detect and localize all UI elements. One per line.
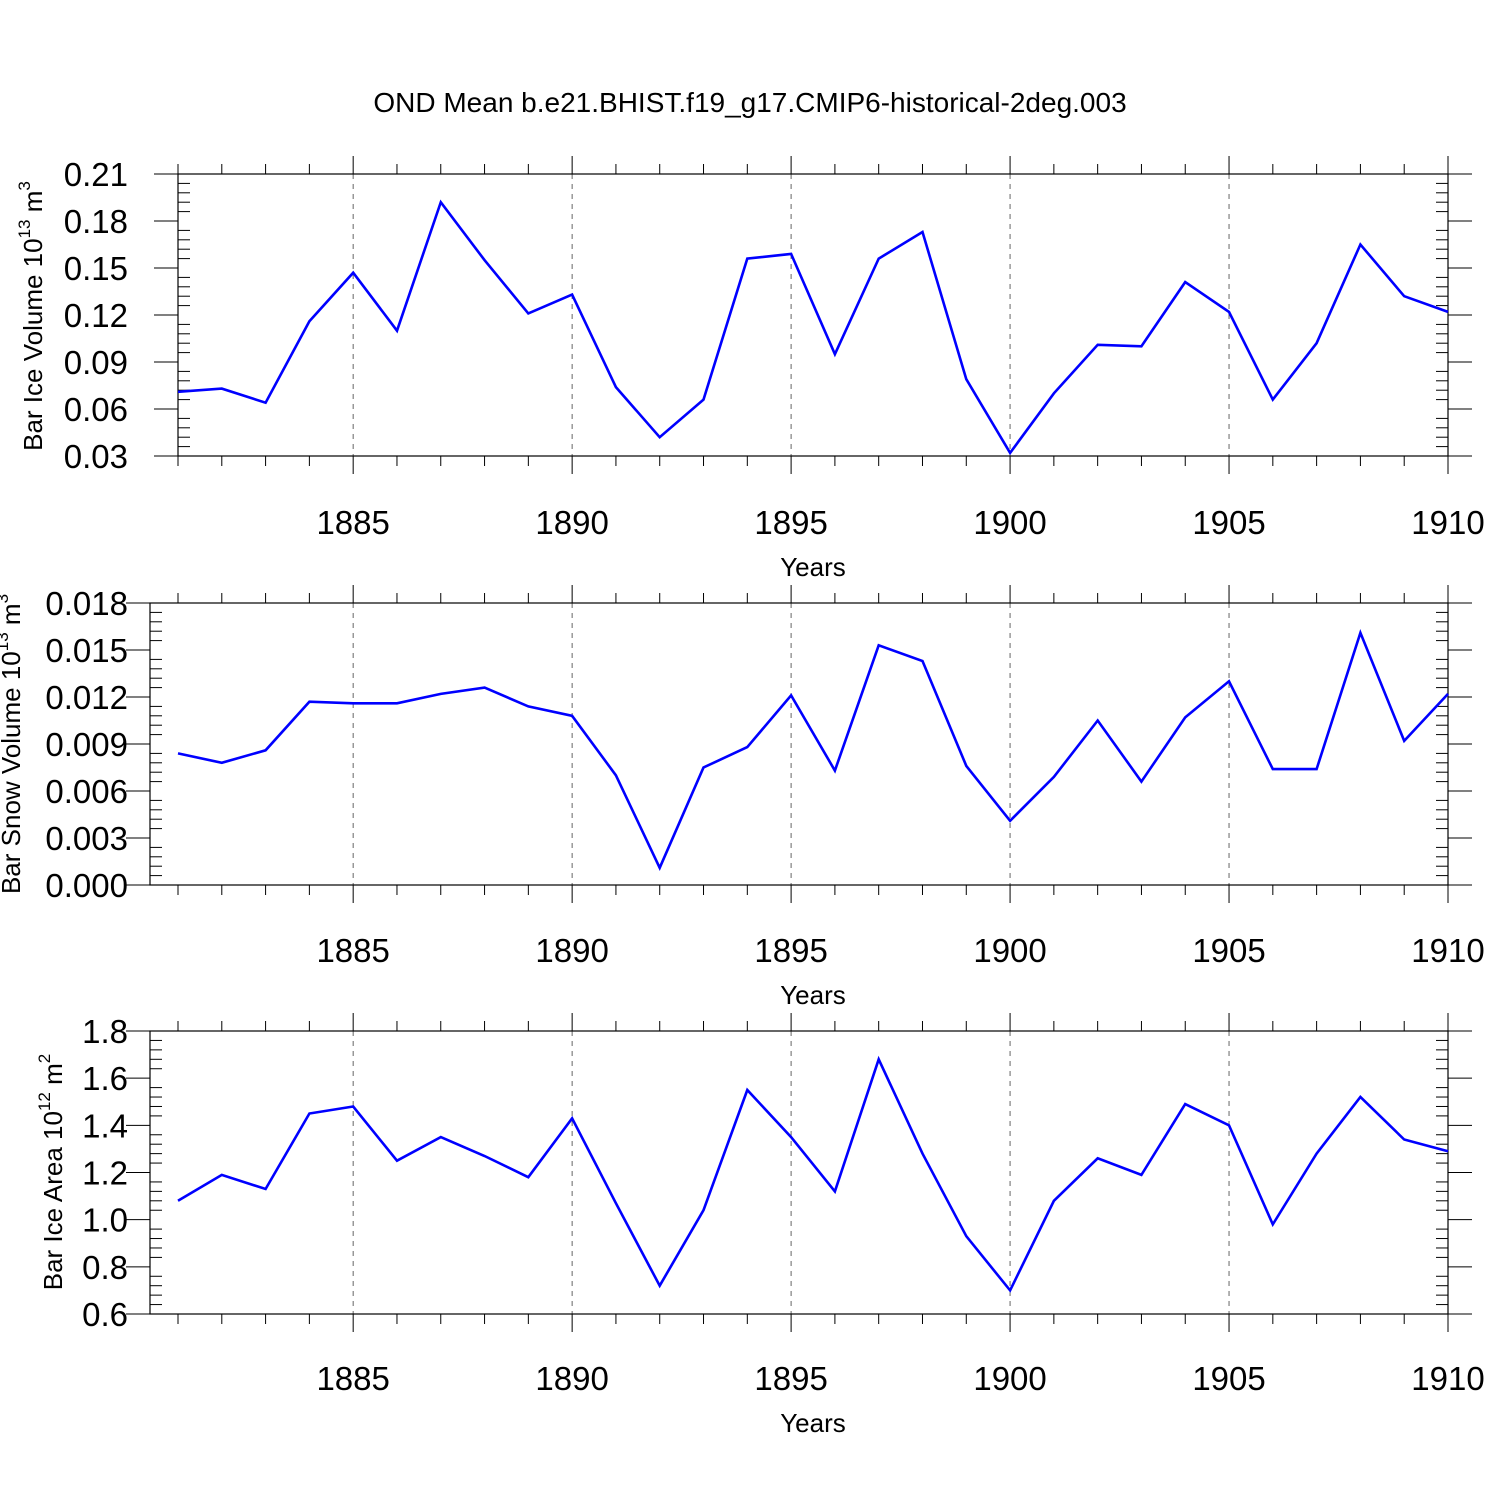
y-tick-label: 1.6: [82, 1060, 128, 1097]
x-axis-title: Years: [780, 1408, 846, 1438]
y-axis-title: Bar Ice Area 1012 m2: [35, 1054, 68, 1291]
x-tick-label: 1905: [1192, 1360, 1265, 1397]
y-tick-label: 0.06: [64, 391, 128, 428]
y-tick-label: 0.015: [45, 632, 128, 669]
y-axis-title: Bar Ice Volume 1013 m3: [15, 181, 48, 451]
y-tick-label: 1.0: [82, 1202, 128, 1239]
x-tick-label: 1890: [535, 504, 608, 541]
x-axis-title: Years: [780, 552, 846, 582]
x-tick-label: 1895: [754, 1360, 827, 1397]
series-line: [177, 199, 1449, 456]
y-axis-title: Bar Snow Volume 1013 m3: [0, 594, 26, 894]
plot-frame: [149, 602, 1449, 886]
series-line: [177, 1055, 1449, 1293]
chart-panels: 0.03 0.06 0.09 0.12 0.15 0.18 0.21 1885 1890 1895…: [0, 156, 1485, 1438]
y-tick-label: 0.012: [45, 679, 128, 716]
y-tick-label: 0.18: [64, 203, 128, 240]
y-tick-label: 0.006: [45, 773, 128, 810]
y-tick-label: 0.6: [82, 1296, 128, 1333]
y-tick-label: 1.8: [82, 1013, 128, 1050]
x-tick-label: 1910: [1411, 504, 1484, 541]
y-tick-label: 0.03: [64, 438, 128, 475]
x-tick-label: 1900: [973, 504, 1046, 541]
y-tick-label: 1.4: [82, 1107, 128, 1144]
x-tick-label: 1905: [1192, 932, 1265, 969]
x-tick-label: 1900: [973, 1360, 1046, 1397]
x-tick-label: 1905: [1192, 504, 1265, 541]
plot-frame: [149, 1030, 1449, 1315]
x-tick-label: 1895: [754, 932, 827, 969]
y-tick-label: 0.12: [64, 297, 128, 334]
panel-1: 0.03 0.06 0.09 0.12 0.15 0.18 0.21 1885 1890 1895…: [15, 156, 1485, 582]
y-tick-label: 0.009: [45, 726, 128, 763]
plot-frame: [177, 173, 1449, 457]
x-tick-label: 1895: [754, 504, 827, 541]
panel-2: 0.000 0.003 0.006 0.009 0.012 0.015 0.018 1885 1…: [0, 585, 1485, 1010]
y-tick-label: 0.21: [64, 156, 128, 193]
y-tick-label: 0.018: [45, 585, 128, 622]
y-tick-label: 1.2: [82, 1155, 128, 1192]
x-tick-label: 1890: [535, 932, 608, 969]
y-tick-label: 0.15: [64, 250, 128, 287]
y-tick-label: 0.003: [45, 820, 128, 857]
x-tick-label: 1885: [316, 1360, 389, 1397]
x-tick-label: 1910: [1411, 932, 1484, 969]
y-tick-label: 0.8: [82, 1249, 128, 1286]
y-tick-label: 0.09: [64, 344, 128, 381]
x-tick-label: 1885: [316, 932, 389, 969]
x-tick-label: 1900: [973, 932, 1046, 969]
x-axis-title: Years: [780, 980, 846, 1010]
chart-title: OND Mean b.e21.BHIST.f19_g17.CMIP6-histo…: [373, 87, 1126, 118]
y-tick-label: 0.000: [45, 867, 128, 904]
panel-3: 0.6 0.8 1.0 1.2 1.4 1.6 1.8 1885 1890 1895 1900 190…: [35, 1013, 1485, 1438]
x-tick-label: 1885: [316, 504, 389, 541]
x-tick-label: 1890: [535, 1360, 608, 1397]
x-tick-label: 1910: [1411, 1360, 1484, 1397]
series-line: [177, 628, 1449, 871]
